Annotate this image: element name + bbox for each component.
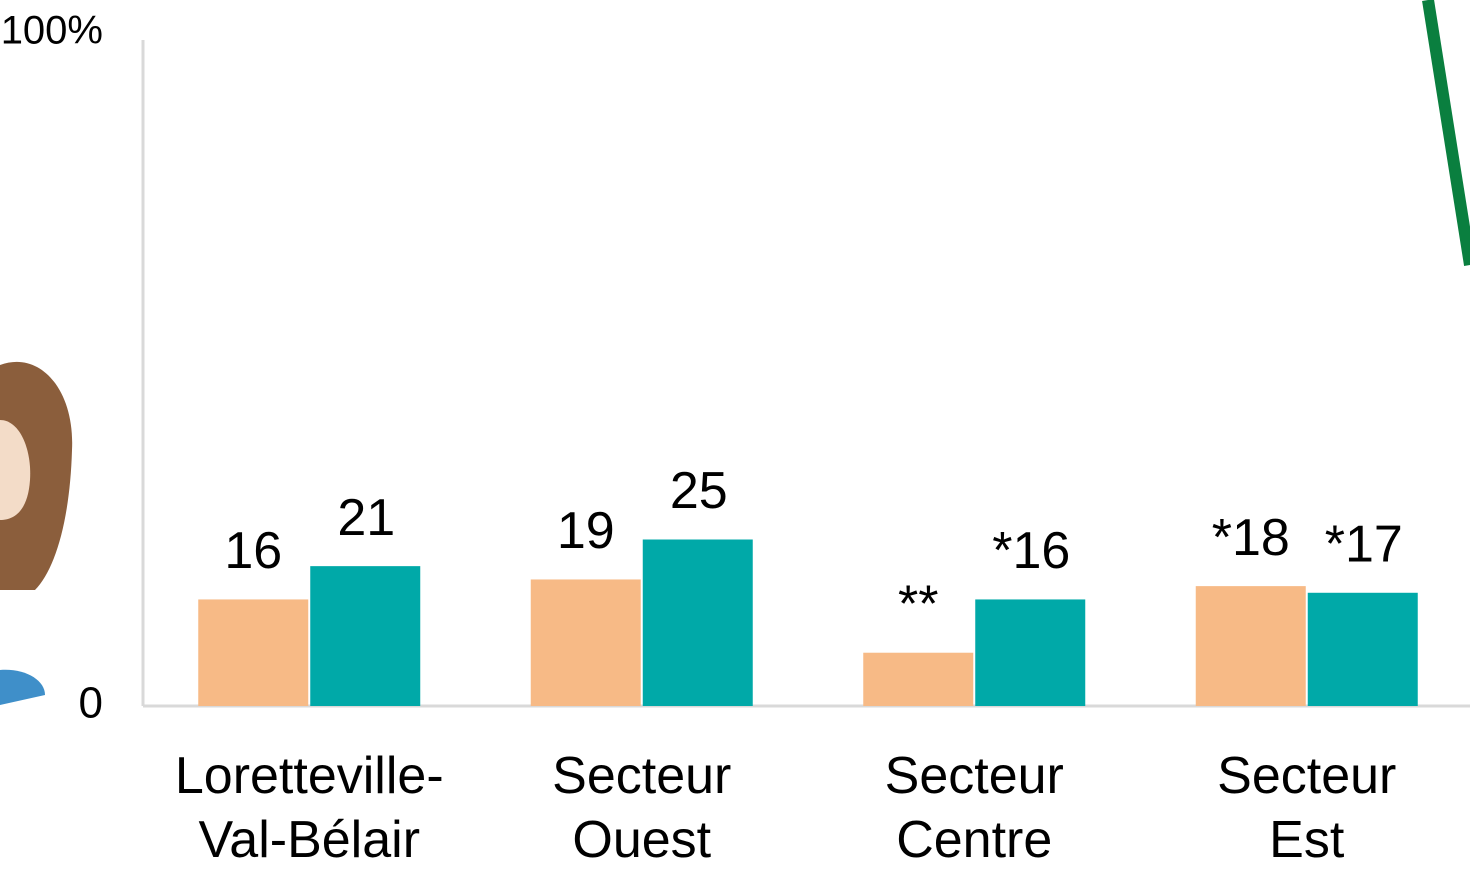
illustration-hair: [0, 361, 73, 590]
data-label: 25: [670, 462, 728, 520]
data-label: 19: [557, 502, 615, 560]
bar: [530, 579, 641, 706]
bar: [642, 539, 753, 706]
data-label: *18: [1212, 509, 1290, 567]
illustration-face: [0, 420, 31, 520]
data-label: *17: [1325, 516, 1403, 574]
bar: [1195, 586, 1306, 706]
illustration-shoe: [0, 669, 45, 705]
decoration: [0, 0, 1470, 705]
bar: [198, 599, 309, 706]
x-tick-label: Secteur Ouest: [552, 747, 732, 869]
x-tick-label: Secteur Centre: [884, 747, 1064, 869]
bar: [310, 566, 421, 706]
bar: [1307, 592, 1418, 706]
decorative-line: [1422, 0, 1470, 266]
data-label: *16: [992, 522, 1070, 580]
data-label: 16: [224, 522, 282, 580]
y-tick-label: 100%: [1, 9, 103, 53]
bar: [863, 652, 974, 706]
x-tick-label: Loretteville-Val-Bélair: [174, 747, 444, 869]
data-label: **: [898, 575, 938, 633]
data-label: 21: [337, 489, 395, 547]
y-tick-label: 0: [79, 679, 103, 728]
x-tick-label: Secteur Est: [1217, 747, 1397, 869]
bar: [975, 599, 1086, 706]
